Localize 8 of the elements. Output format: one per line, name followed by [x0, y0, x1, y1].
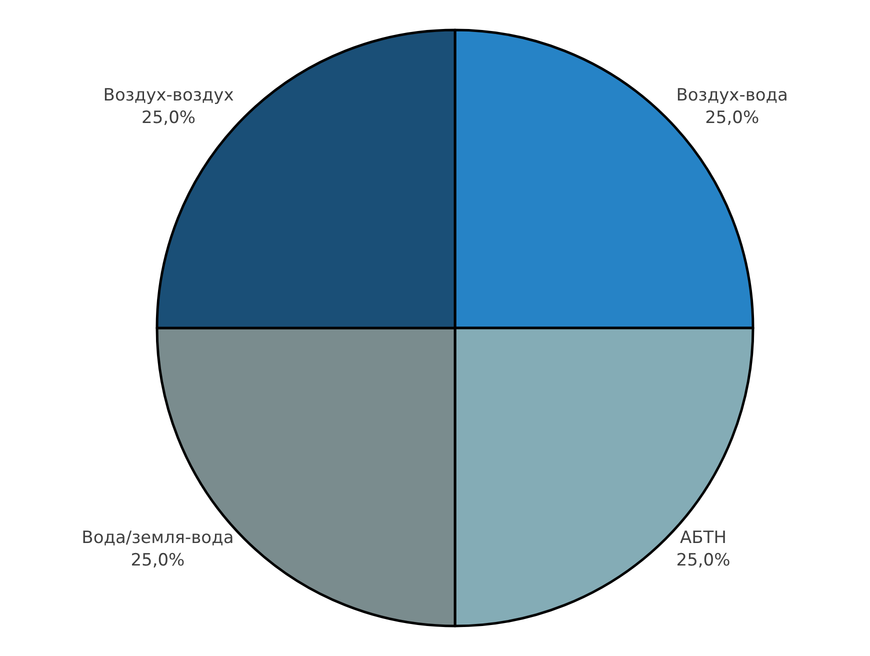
slice-label: АБТН: [680, 528, 726, 548]
data-label: 25,0%: [142, 108, 196, 128]
data-label: 25,0%: [676, 550, 730, 570]
slice-label: Воздух-воздух: [103, 86, 234, 106]
data-label: 25,0%: [705, 108, 760, 128]
slice-label: Вода/земля-вода: [82, 528, 234, 548]
slice-label: Воздух-вода: [676, 86, 788, 106]
data-label: 25,0%: [130, 550, 185, 570]
